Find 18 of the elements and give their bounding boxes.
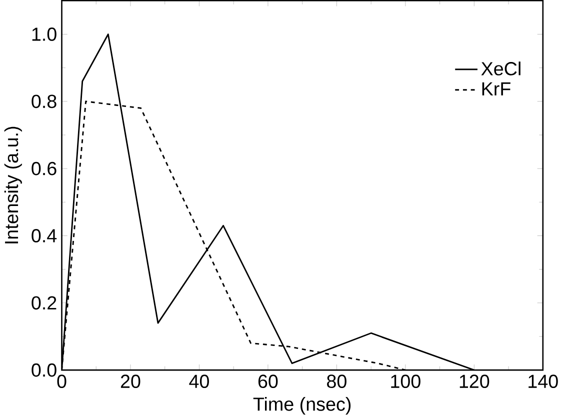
x-tick-label: 0: [57, 374, 66, 388]
x-tick-label: 140: [528, 374, 558, 388]
legend-label: XeCl: [481, 62, 520, 76]
y-tick-label: 0.0: [32, 363, 56, 377]
y-tick-label: 1.0: [32, 28, 56, 41]
legend-label: KrF: [482, 82, 510, 96]
y-axis-title: Intensity (a.u.): [4, 126, 22, 244]
y-tick-label: 0.8: [32, 94, 56, 108]
x-tick-label: 100: [391, 374, 420, 388]
x-tick-label: 60: [258, 374, 278, 388]
x-tick-label: 120: [460, 374, 490, 388]
x-axis-title: Time (nsec): [253, 397, 351, 415]
y-tick-label: 0.2: [32, 296, 56, 310]
y-tick-label: 0.6: [32, 162, 56, 176]
x-tick-label: 40: [189, 374, 209, 388]
y-tick-label: 0.4: [32, 229, 57, 242]
x-tick-label: 20: [120, 374, 140, 388]
x-tick-label: 80: [327, 374, 346, 388]
